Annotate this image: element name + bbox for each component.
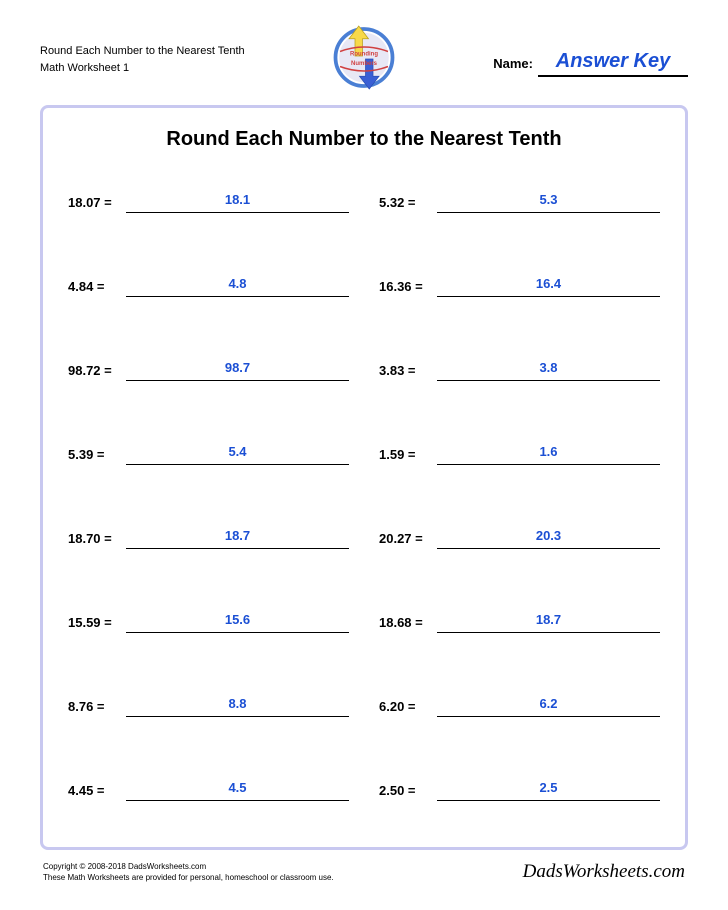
main-title: Round Each Number to the Nearest Tenth <box>68 128 660 151</box>
answer-text: 4.8 <box>228 276 246 291</box>
answer-line: 18.7 <box>437 611 660 633</box>
main-content-box: Round Each Number to the Nearest Tenth 1… <box>40 105 688 850</box>
problem-item: 3.83 = 3.8 <box>379 347 660 381</box>
answer-text: 18.1 <box>225 192 250 207</box>
answer-line: 15.6 <box>126 611 349 633</box>
brand-text: DadsWorksheets.com <box>523 861 685 883</box>
problem-item: 15.59 = 15.6 <box>68 599 349 633</box>
answer-line: 1.6 <box>437 443 660 465</box>
notice-text: These Math Worksheets are provided for p… <box>43 872 334 883</box>
name-field: Answer Key <box>538 50 688 77</box>
question-text: 5.32 = <box>379 195 437 213</box>
copyright-text: Copyright © 2008-2018 DadsWorksheets.com <box>43 861 334 872</box>
header: Round Each Number to the Nearest Tenth M… <box>15 15 713 100</box>
answer-text: 98.7 <box>225 360 250 375</box>
answer-key-text: Answer Key <box>556 50 671 72</box>
question-text: 20.27 = <box>379 531 437 549</box>
problems-grid: 18.07 = 18.1 5.32 = 5.3 4.84 = 4.8 16.36 = 16.4… <box>68 179 660 801</box>
question-text: 15.59 = <box>68 615 126 633</box>
answer-line: 18.7 <box>126 527 349 549</box>
problem-item: 1.59 = 1.6 <box>379 431 660 465</box>
question-text: 18.68 = <box>379 615 437 633</box>
worksheet-page: Round Each Number to the Nearest Tenth M… <box>15 15 713 895</box>
answer-line: 5.3 <box>437 191 660 213</box>
answer-line: 98.7 <box>126 359 349 381</box>
footer: Copyright © 2008-2018 DadsWorksheets.com… <box>43 861 685 883</box>
answer-text: 4.5 <box>228 780 246 795</box>
answer-line: 4.8 <box>126 275 349 297</box>
answer-text: 5.3 <box>539 192 557 207</box>
header-right: Name: Answer Key <box>364 35 688 77</box>
question-text: 4.84 = <box>68 279 126 297</box>
answer-line: 16.4 <box>437 275 660 297</box>
question-text: 16.36 = <box>379 279 437 297</box>
question-text: 18.70 = <box>68 531 126 549</box>
answer-text: 6.2 <box>539 696 557 711</box>
worksheet-subtitle: Math Worksheet 1 <box>40 60 364 77</box>
worksheet-title: Round Each Number to the Nearest Tenth <box>40 43 364 60</box>
answer-line: 2.5 <box>437 779 660 801</box>
question-text: 98.72 = <box>68 363 126 381</box>
answer-line: 20.3 <box>437 527 660 549</box>
problem-item: 8.76 = 8.8 <box>68 683 349 717</box>
question-text: 1.59 = <box>379 447 437 465</box>
problem-item: 20.27 = 20.3 <box>379 515 660 549</box>
answer-line: 3.8 <box>437 359 660 381</box>
problem-item: 18.07 = 18.1 <box>68 179 349 213</box>
svg-text:Rounding: Rounding <box>350 51 378 57</box>
problem-item: 6.20 = 6.2 <box>379 683 660 717</box>
footer-left: Copyright © 2008-2018 DadsWorksheets.com… <box>43 861 334 883</box>
problem-item: 98.72 = 98.7 <box>68 347 349 381</box>
problem-item: 4.45 = 4.5 <box>68 767 349 801</box>
answer-line: 5.4 <box>126 443 349 465</box>
rounding-numbers-logo-icon: Rounding Numbers <box>327 20 402 95</box>
answer-text: 18.7 <box>536 612 561 627</box>
answer-text: 18.7 <box>225 528 250 543</box>
problem-item: 18.68 = 18.7 <box>379 599 660 633</box>
logo-container: Rounding Numbers <box>327 20 402 100</box>
answer-line: 6.2 <box>437 695 660 717</box>
answer-text: 16.4 <box>536 276 561 291</box>
answer-line: 4.5 <box>126 779 349 801</box>
answer-text: 3.8 <box>539 360 557 375</box>
answer-text: 20.3 <box>536 528 561 543</box>
question-text: 6.20 = <box>379 699 437 717</box>
answer-line: 8.8 <box>126 695 349 717</box>
answer-line: 18.1 <box>126 191 349 213</box>
name-label: Name: <box>493 56 533 71</box>
problem-item: 18.70 = 18.7 <box>68 515 349 549</box>
question-text: 2.50 = <box>379 783 437 801</box>
problem-item: 5.39 = 5.4 <box>68 431 349 465</box>
question-text: 4.45 = <box>68 783 126 801</box>
answer-text: 5.4 <box>228 444 246 459</box>
problem-item: 16.36 = 16.4 <box>379 263 660 297</box>
problem-item: 5.32 = 5.3 <box>379 179 660 213</box>
problem-item: 4.84 = 4.8 <box>68 263 349 297</box>
question-text: 8.76 = <box>68 699 126 717</box>
answer-text: 1.6 <box>539 444 557 459</box>
question-text: 3.83 = <box>379 363 437 381</box>
svg-text:Numbers: Numbers <box>351 61 378 67</box>
header-left: Round Each Number to the Nearest Tenth M… <box>40 35 364 76</box>
answer-text: 8.8 <box>228 696 246 711</box>
question-text: 5.39 = <box>68 447 126 465</box>
answer-text: 15.6 <box>225 612 250 627</box>
question-text: 18.07 = <box>68 195 126 213</box>
answer-text: 2.5 <box>539 780 557 795</box>
problem-item: 2.50 = 2.5 <box>379 767 660 801</box>
